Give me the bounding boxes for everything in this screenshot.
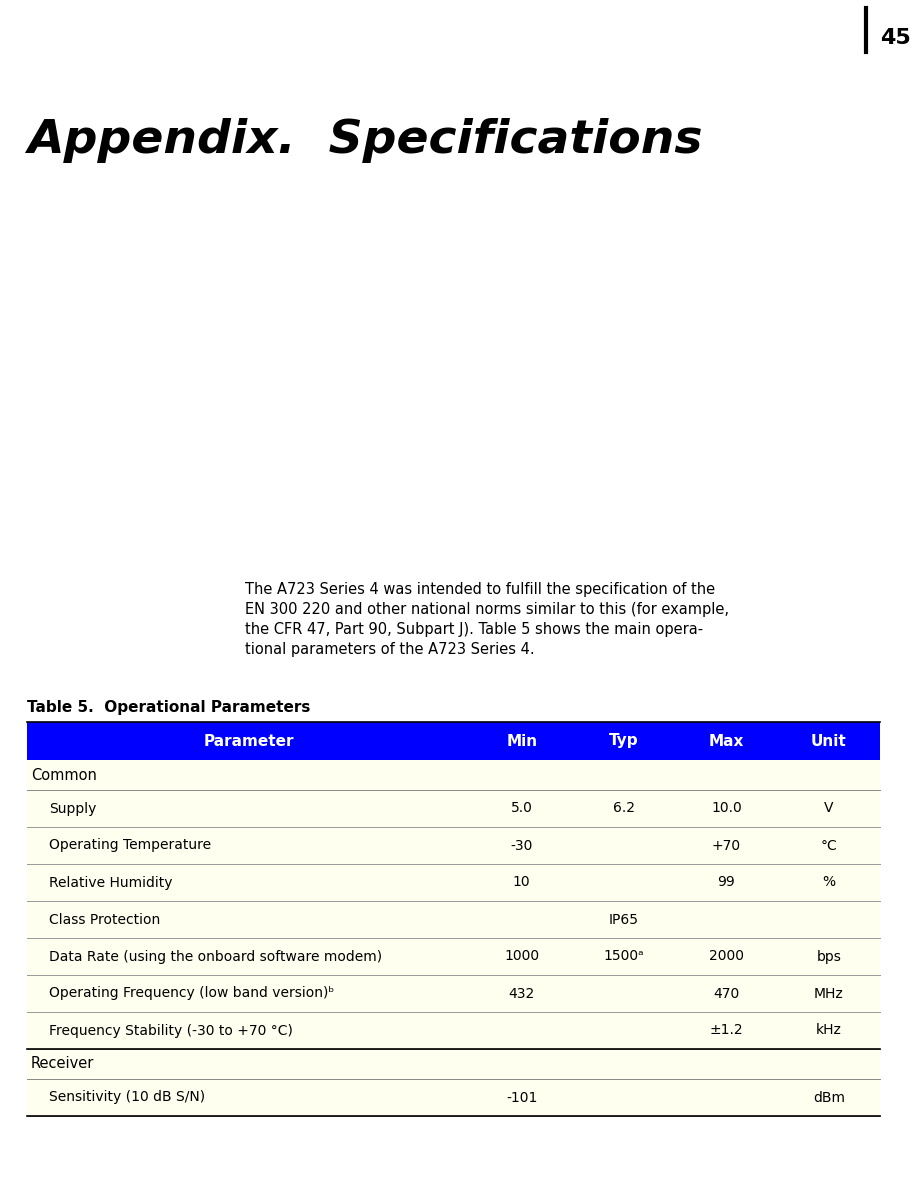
Text: °C: °C (821, 838, 837, 852)
Text: Data Rate (using the onboard software modem): Data Rate (using the onboard software mo… (49, 949, 383, 963)
Text: 432: 432 (509, 987, 535, 1001)
Text: Appendix.  Specifications: Appendix. Specifications (27, 118, 702, 163)
Text: kHz: kHz (816, 1023, 842, 1038)
Text: MHz: MHz (814, 987, 844, 1001)
Text: 1500ᵃ: 1500ᵃ (603, 949, 645, 963)
Text: +70: +70 (712, 838, 741, 852)
Text: -101: -101 (506, 1091, 538, 1105)
Text: ±1.2: ±1.2 (709, 1023, 743, 1038)
Text: 2000: 2000 (709, 949, 744, 963)
Text: Typ: Typ (609, 733, 639, 749)
Text: 45: 45 (880, 28, 911, 48)
Bar (27, 1012, 880, 1049)
Text: Min: Min (506, 733, 538, 749)
Text: The A723 Series 4 was intended to fulfill the specification of the: The A723 Series 4 was intended to fulfil… (245, 582, 715, 597)
Bar (27, 975, 880, 1012)
Text: Sensitivity (10 dB S/N): Sensitivity (10 dB S/N) (49, 1091, 205, 1105)
Bar (27, 1079, 880, 1117)
Text: Class Protection: Class Protection (49, 913, 161, 927)
Text: IP65: IP65 (609, 913, 639, 927)
Bar (27, 760, 880, 790)
Bar (27, 790, 880, 826)
Text: 10: 10 (513, 876, 530, 889)
Bar (27, 826, 880, 864)
Text: 1000: 1000 (504, 949, 540, 963)
Bar (27, 864, 880, 901)
Text: Frequency Stability (-30 to +70 °C): Frequency Stability (-30 to +70 °C) (49, 1023, 293, 1038)
Text: Max: Max (708, 733, 744, 749)
Text: 10.0: 10.0 (711, 802, 742, 816)
Text: Relative Humidity: Relative Humidity (49, 876, 173, 889)
Bar (27, 938, 880, 975)
Text: EN 300 220 and other national norms similar to this (for example,: EN 300 220 and other national norms simi… (245, 602, 729, 617)
Text: Operating Frequency (low band version)ᵇ: Operating Frequency (low band version)ᵇ (49, 987, 334, 1001)
Text: Unit: Unit (811, 733, 846, 749)
Text: Operating Temperature: Operating Temperature (49, 838, 211, 852)
Text: Common: Common (31, 768, 97, 783)
Text: -30: -30 (510, 838, 533, 852)
Text: V: V (824, 802, 834, 816)
Text: Parameter: Parameter (204, 733, 294, 749)
Bar (27, 722, 880, 760)
Text: the CFR 47, Part 90, Subpart J). Table 5 shows the main opera-: the CFR 47, Part 90, Subpart J). Table 5… (245, 623, 703, 637)
Text: 5.0: 5.0 (510, 802, 532, 816)
Text: Receiver: Receiver (31, 1056, 94, 1072)
Text: %: % (823, 876, 835, 889)
Bar (27, 1049, 880, 1079)
Text: 6.2: 6.2 (614, 802, 635, 816)
Text: 470: 470 (713, 987, 740, 1001)
Text: dBm: dBm (813, 1091, 845, 1105)
Text: tional parameters of the A723 Series 4.: tional parameters of the A723 Series 4. (245, 643, 535, 657)
Text: Supply: Supply (49, 802, 97, 816)
Text: bps: bps (816, 949, 841, 963)
Bar (27, 901, 880, 938)
Text: Table 5.  Operational Parameters: Table 5. Operational Parameters (27, 700, 310, 714)
Text: 99: 99 (718, 876, 735, 889)
